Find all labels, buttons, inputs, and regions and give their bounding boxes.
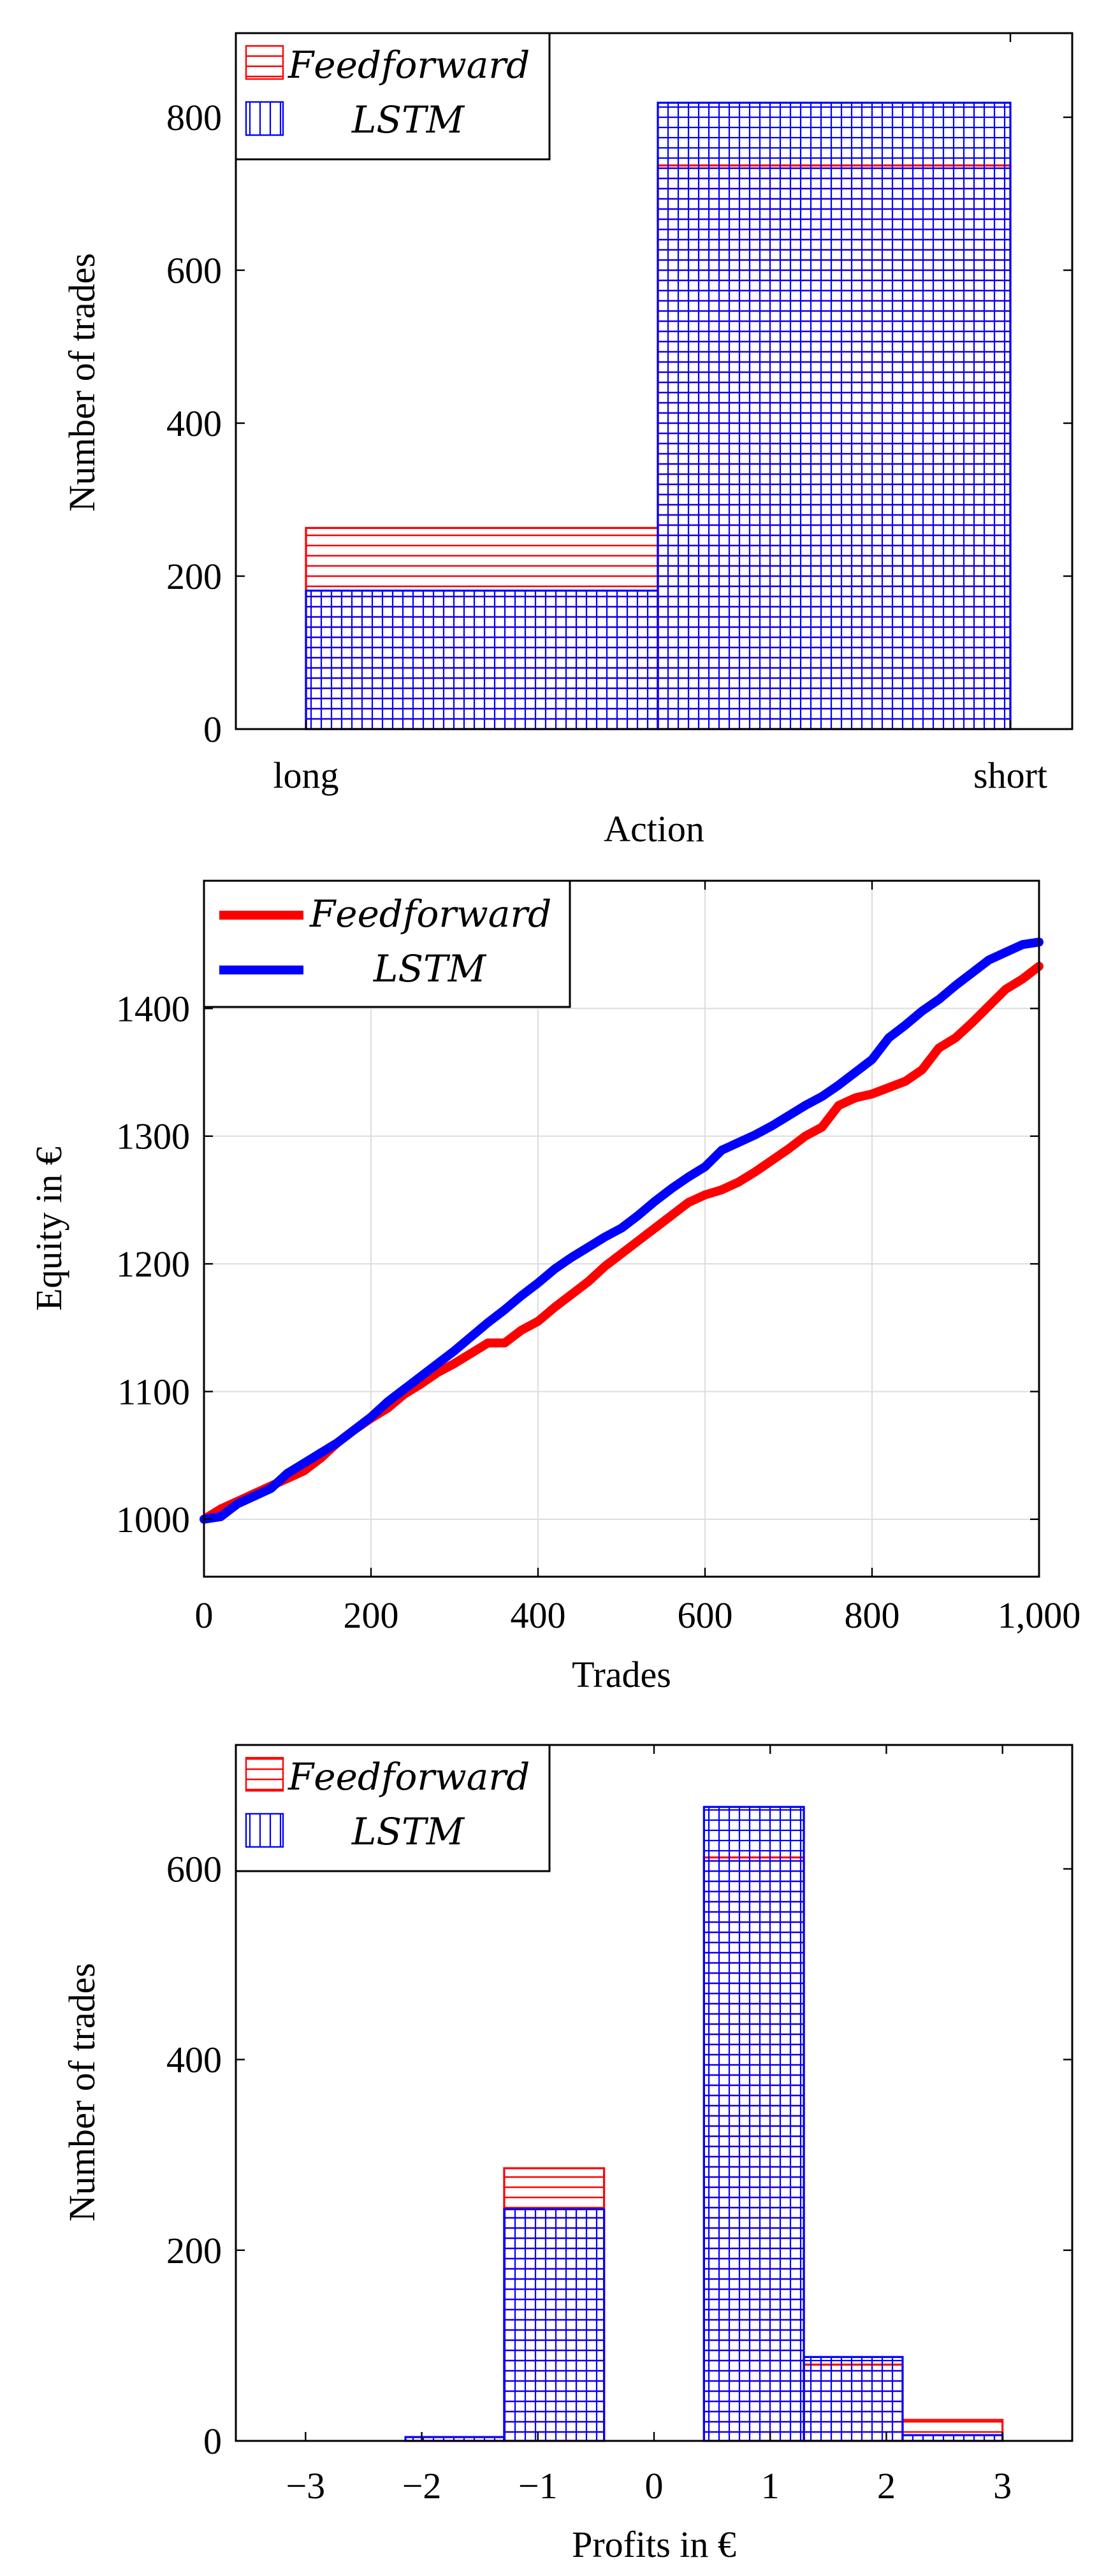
x-tick-label: 3 <box>993 2465 1012 2507</box>
equity-line-chart: 1000 1100 1200 1300 1400 0 200 400 600 800 1,000 T… <box>28 879 1081 1695</box>
x-axis-label: Trades <box>572 1654 671 1695</box>
x-tick-label: 0 <box>645 2465 664 2507</box>
action-histogram-chart: 0 200 400 600 800 long short Action Number of … <box>61 32 1073 850</box>
x-tick-label: 800 <box>845 1595 900 1636</box>
legend: 𝐹𝑒𝑒𝑑𝑓𝑜𝑟𝑤𝑎𝑟𝑑 𝐿𝑆𝑇𝑀 <box>235 1744 551 1872</box>
x-tick-label: −3 <box>286 2465 325 2507</box>
y-tick-label: 600 <box>166 1848 222 1890</box>
legend-swatch-feedforward <box>245 1756 284 1792</box>
legend: 𝐹𝑒𝑒𝑑𝑓𝑜𝑟𝑤𝑎𝑟𝑑 𝐿𝑆𝑇𝑀 <box>235 32 551 161</box>
legend-swatch-lstm <box>245 1813 284 1848</box>
legend-label-feedforward: 𝐹𝑒𝑒𝑑𝑓𝑜𝑟𝑤𝑎𝑟𝑑 <box>287 1755 530 1798</box>
x-tick-label: 400 <box>511 1595 566 1636</box>
y-axis-label: Equity in € <box>28 1147 69 1311</box>
plot-frame <box>235 1744 1073 2442</box>
y-tick-label: 400 <box>166 403 222 444</box>
plot-frame <box>235 32 1073 730</box>
x-tick-label: 600 <box>678 1595 733 1636</box>
x-axis-label: Profits in € <box>572 2524 736 2565</box>
line-lstm <box>200 937 1044 1524</box>
legend-label-feedforward: 𝐹𝑒𝑒𝑑𝑓𝑜𝑟𝑤𝑎𝑟𝑑 <box>287 43 530 87</box>
bar-lstm-bin-3 <box>702 1805 805 2442</box>
bar-lstm-long <box>305 590 659 730</box>
line-feedforward <box>200 962 1044 1524</box>
x-tick-label: short <box>973 755 1047 796</box>
x-tick-label: 1,000 <box>998 1595 1081 1636</box>
legend-label-lstm: 𝐿𝑆𝑇𝑀 <box>373 947 487 990</box>
y-tick-label: 0 <box>203 2420 222 2462</box>
bar-lstm-short <box>657 101 1012 730</box>
legend-label-feedforward: 𝐹𝑒𝑒𝑑𝑓𝑜𝑟𝑤𝑎𝑟𝑑 <box>309 892 551 936</box>
x-tick-label: 0 <box>195 1595 214 1636</box>
y-tick-label: 1000 <box>116 1499 190 1540</box>
legend: 𝐹𝑒𝑒𝑑𝑓𝑜𝑟𝑤𝑎𝑟𝑑 𝐿𝑆𝑇𝑀 <box>203 879 571 1008</box>
x-axis-label: Action <box>604 808 704 850</box>
y-tick-label: 200 <box>166 556 222 597</box>
plot-frame <box>203 879 1040 1578</box>
legend-label-lstm: 𝐿𝑆𝑇𝑀 <box>351 1810 465 1853</box>
y-tick-label: 1400 <box>116 988 190 1029</box>
x-tick-label: 200 <box>344 1595 399 1636</box>
y-tick-label: 1300 <box>116 1116 190 1157</box>
y-tick-label: 1100 <box>117 1371 190 1412</box>
y-axis-label: Number of trades <box>61 1963 103 2222</box>
legend-swatch-lstm <box>245 101 284 136</box>
y-tick-label: 600 <box>166 250 222 291</box>
y-tick-label: 200 <box>166 2230 222 2271</box>
bar-lstm-bin-4 <box>803 2355 904 2442</box>
profit-histogram-chart: 0 200 400 600 −3 −2 −1 0 1 2 3 Profits in € Number… <box>61 1744 1073 2565</box>
x-tick-label: long <box>273 755 338 796</box>
y-tick-label: 800 <box>166 97 222 138</box>
legend-label-lstm: 𝐿𝑆𝑇𝑀 <box>351 98 465 141</box>
y-tick-label: 1200 <box>116 1243 190 1285</box>
legend-swatch-feedforward <box>245 45 284 80</box>
bar-lstm-bin-1 <box>503 2208 606 2442</box>
y-tick-label: 400 <box>166 2039 222 2081</box>
x-tick-label: 1 <box>761 2465 780 2507</box>
x-tick-label: 2 <box>877 2465 896 2507</box>
y-axis-label: Number of trades <box>61 253 103 512</box>
x-tick-label: −1 <box>518 2465 558 2507</box>
x-tick-label: −2 <box>402 2465 442 2507</box>
y-tick-label: 0 <box>203 709 222 750</box>
